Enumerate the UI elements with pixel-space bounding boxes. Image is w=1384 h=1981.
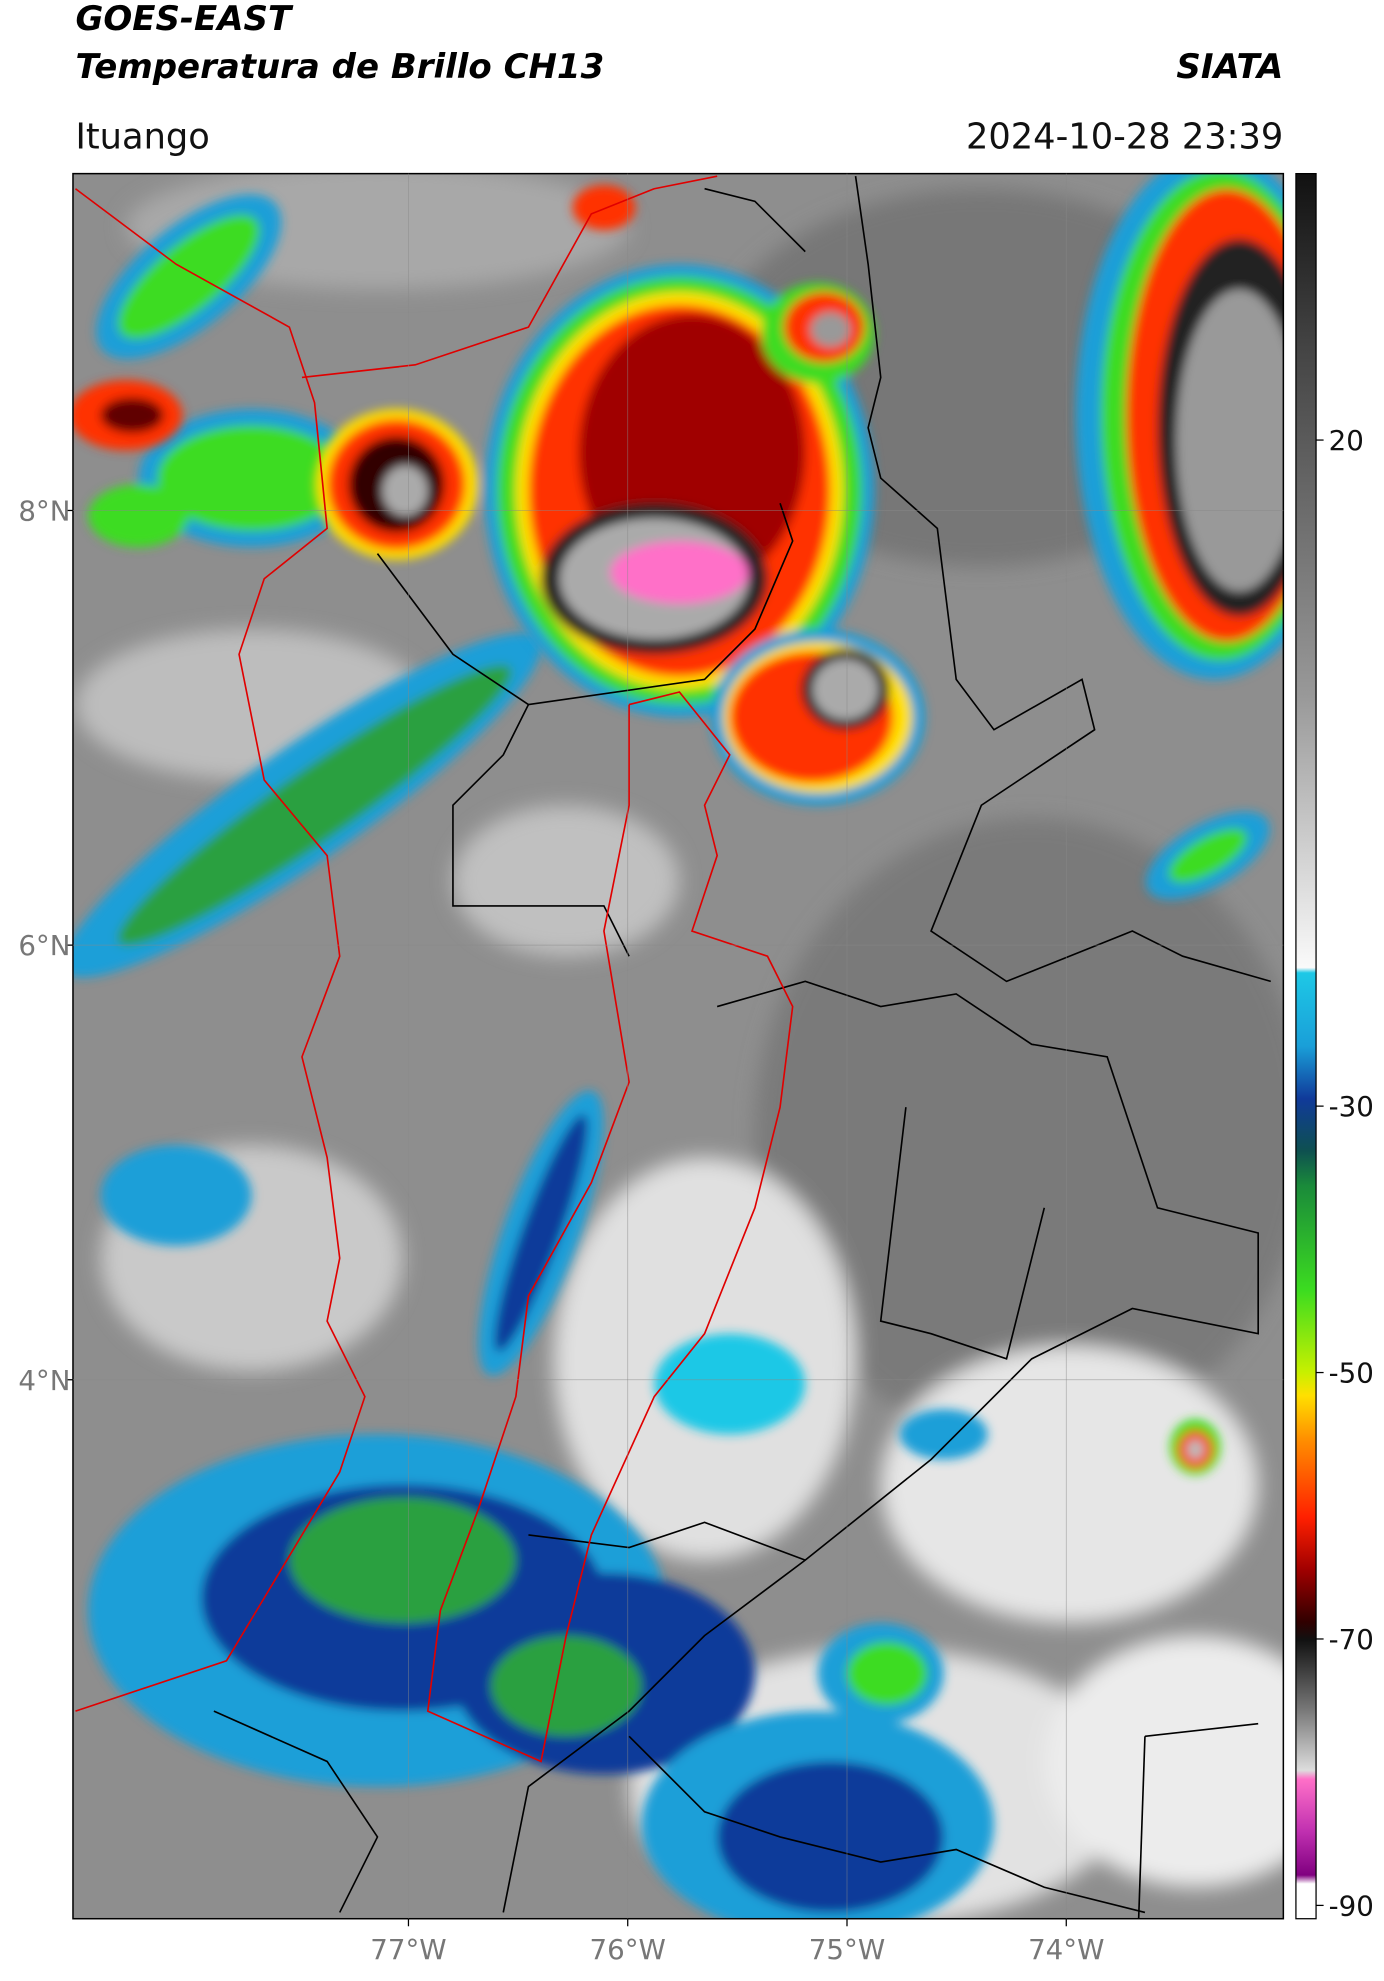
organization: SIATA: [1176, 47, 1283, 87]
datetime: 2024-10-28 23:39: [966, 116, 1283, 157]
imagery: [72, 173, 1284, 1919]
x-tick-label: 77°W: [370, 1933, 446, 1966]
y-tick-label: 4°N: [18, 1364, 70, 1397]
y-tick-label: 8°N: [18, 495, 70, 528]
x-tick-label: 75°W: [809, 1933, 885, 1966]
colorbar-tick-label: -90: [1329, 1889, 1374, 1922]
axes-overlay: 77°W 76°W 75°W 74°W 8°N 6°N 4°N 20 -30 -50 -70 -90: [18, 173, 1374, 1966]
product-title: Temperatura de Brillo CH13: [75, 47, 604, 87]
x-tick-label: 74°W: [1028, 1933, 1104, 1966]
colorbar-tick-label: -30: [1329, 1090, 1374, 1123]
colorbar-tick-label: -50: [1329, 1357, 1374, 1390]
y-tick-label: 6°N: [18, 929, 70, 962]
colorbar: [1295, 172, 1317, 1920]
x-tick-label: 76°W: [590, 1933, 666, 1966]
location: Ituango: [75, 116, 209, 157]
colorbar-tick-label: -70: [1329, 1623, 1374, 1656]
map-frame: [72, 172, 1285, 1920]
satellite-name: GOES-EAST: [75, 0, 293, 39]
colorbar-tick-label: 20: [1329, 424, 1364, 457]
